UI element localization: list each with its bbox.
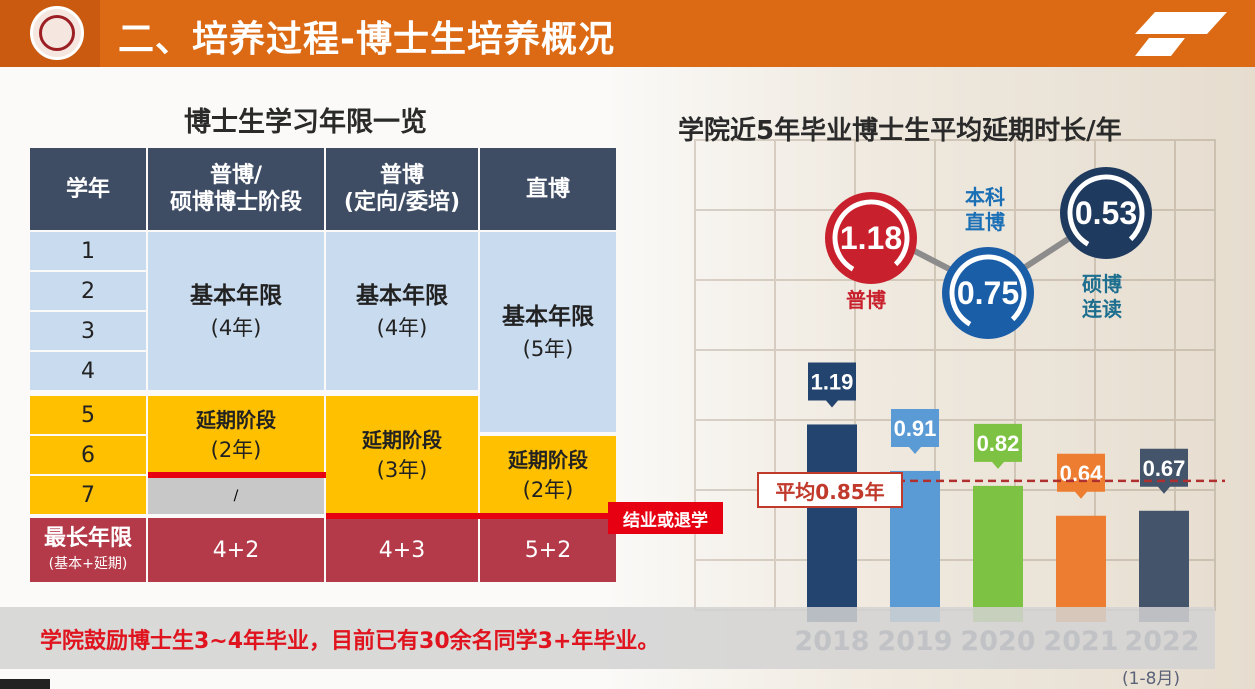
corner-mark [0,679,50,689]
data-label: 1.19 [811,369,854,394]
value-callout [891,408,939,454]
bar-2021 [1056,515,1106,622]
max-duration-value: 5+2 [480,518,616,582]
year-cell: 6 [30,436,146,474]
regular-phd-label: 普博 [846,288,886,312]
graduation-or-withdrawal-tag: 结业或退学 [608,502,723,534]
bar-2018 [807,424,857,622]
table-header-year: 学年 [30,148,146,230]
average-delay-label: 平均0.85年 [757,472,903,508]
partial-year-note: (1-8月) [1122,669,1181,689]
table-title: 博士生学习年限一览 [184,107,427,138]
table-header-regular: 普博/ 硕博博士阶段 [148,148,324,230]
bar-2020 [973,485,1023,622]
max-duration-value: 4+3 [326,518,478,582]
note-text: 学院鼓励博士生3~4年毕业，目前已有30余名同学3+年毕业。 [40,629,660,654]
value-callout [808,362,856,408]
title-bar: 二、培养过程-博士生培养概况 [0,0,1255,67]
col1-end-line [148,472,326,478]
col2-basic-period: 基本年限 (4年) [326,232,478,390]
year-cell: 5 [30,396,146,434]
table-header-directed: 普博 (定向/委培) [326,148,478,230]
direct-phd-delay-circle: 0.75 [942,247,1034,339]
max-duration-value: 4+2 [148,518,324,582]
year-cell: 1 [30,232,146,270]
col2-extension-period: 延期阶段 (3年) [326,396,478,514]
data-label: 0.67 [1143,456,1186,481]
university-logo [30,6,84,60]
master-phd-delay-circle: 0.53 [1060,167,1152,259]
decorative-parallelogram-icon [1135,12,1227,56]
col3-basic-period: 基本年限 (5年) [480,232,616,432]
regular-phd-delay-circle: 1.18 [825,192,917,284]
year-cell: 7 [30,476,146,514]
year-cell: 2 [30,272,146,310]
value-callout [974,423,1022,469]
svg-text:0.75: 0.75 [957,275,1019,311]
data-label: 0.91 [894,416,937,441]
col2-col3-end-line [326,513,610,519]
slide-title: 二、培养过程-博士生培养概况 [118,19,615,60]
value-callout [1140,448,1188,494]
data-label: 0.82 [977,431,1020,456]
svg-text:1.18: 1.18 [840,220,902,256]
year-cell: 4 [30,352,146,390]
master-phd-label: 硕博 连读 [1082,272,1122,321]
delay-bar-chart: 1.190.910.820.64 0.67 [780,362,1225,622]
max-duration-label: 最长年限 (基本+延期) [30,518,146,582]
direct-phd-label: 本科 直博 [965,185,1005,234]
note-banner [0,607,1215,669]
svg-text:0.53: 0.53 [1075,195,1137,231]
col1-extension-period: 延期阶段 (2年) [148,396,324,474]
bar-2022 [1139,510,1189,622]
year-cell: 3 [30,312,146,350]
value-callout [1057,453,1105,499]
table-header-direct-phd: 直博 [480,148,616,230]
col1-not-applicable: / [148,478,324,514]
col3-extension-period: 延期阶段 (2年) [480,436,616,514]
col1-basic-period: 基本年限 (4年) [148,232,324,390]
chart-title: 学院近5年毕业博士生平均延期时长/年 [678,116,1122,146]
